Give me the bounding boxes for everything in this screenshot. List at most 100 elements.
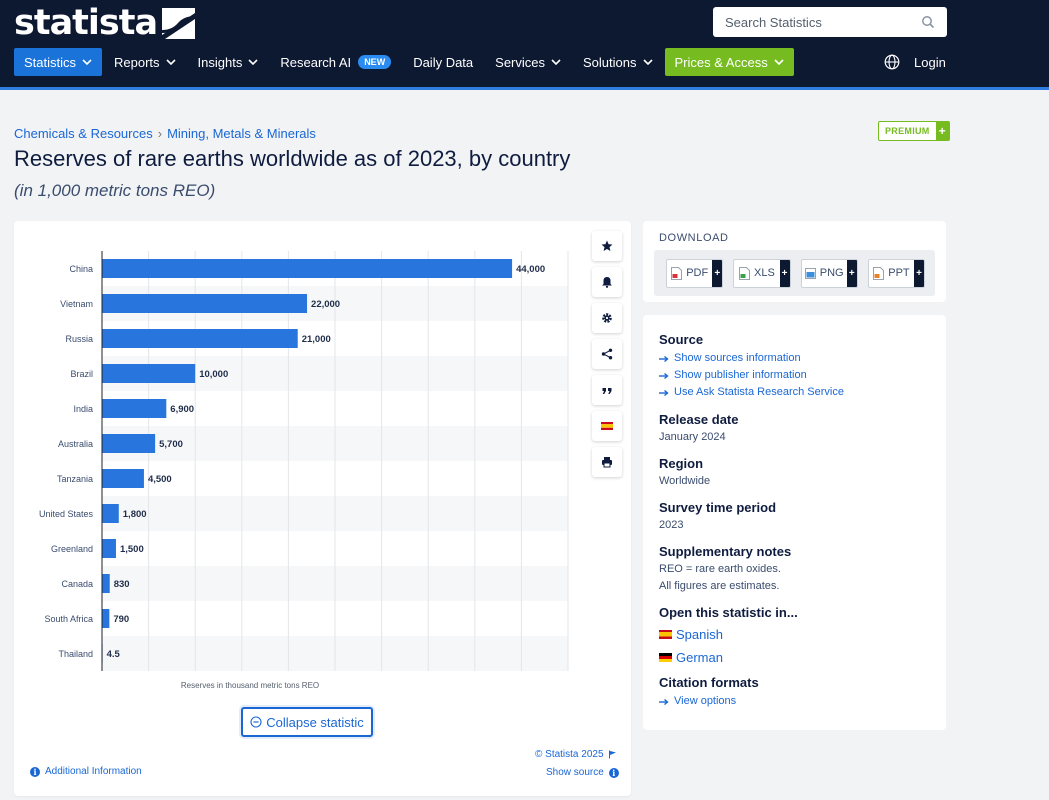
show-source-link[interactable]: Show source i bbox=[546, 767, 619, 778]
survey-title: Survey time period bbox=[659, 500, 777, 515]
nav-label: Solutions bbox=[583, 54, 637, 70]
download-ppt-button[interactable]: PPT + bbox=[867, 258, 925, 288]
region-title: Region bbox=[659, 456, 704, 471]
bar bbox=[102, 434, 156, 453]
nav-services[interactable]: Services bbox=[485, 48, 571, 76]
nav-solutions[interactable]: Solutions bbox=[573, 48, 662, 76]
download-xls-button[interactable]: XLS + bbox=[733, 258, 791, 288]
nav-insights[interactable]: Insights bbox=[188, 48, 269, 76]
png-file-icon bbox=[804, 267, 816, 279]
data-label: 21,000 bbox=[302, 334, 331, 345]
nav-statistics[interactable]: Statistics bbox=[14, 48, 103, 76]
download-png-button[interactable]: PNG + bbox=[800, 258, 858, 288]
premium-plus: + bbox=[935, 122, 949, 140]
logo-mark-icon bbox=[162, 7, 196, 39]
research-service-link[interactable]: Use Ask Statista Research Service bbox=[659, 384, 930, 401]
premium-label: PREMIUM bbox=[885, 126, 930, 136]
open-in-german-link[interactable]: German bbox=[659, 646, 930, 669]
nav-research-ai[interactable]: Research AI NEW bbox=[270, 48, 401, 76]
region-section: Region Worldwide bbox=[659, 456, 930, 489]
download-title: DOWNLOAD bbox=[659, 232, 729, 244]
data-label: 4.5 bbox=[107, 649, 121, 660]
additional-info-label: Additional Information bbox=[45, 766, 142, 777]
breadcrumb-separator: › bbox=[157, 126, 163, 141]
release-title: Release date bbox=[659, 412, 739, 427]
download-pdf-button[interactable]: PDF + bbox=[666, 258, 724, 288]
show-sources-link[interactable]: Show sources information bbox=[659, 350, 930, 367]
bar bbox=[102, 399, 167, 418]
source-title: Source bbox=[659, 332, 704, 347]
cite-button[interactable] bbox=[592, 375, 622, 405]
plus-label: + bbox=[846, 259, 857, 287]
share-button[interactable] bbox=[592, 339, 622, 369]
info-icon: i bbox=[608, 767, 619, 778]
open-in-section: Open this statistic in... Spanish German bbox=[659, 605, 930, 669]
bar bbox=[102, 539, 116, 558]
data-label: 6,900 bbox=[170, 404, 194, 415]
category-label: China bbox=[69, 264, 93, 274]
category-label: India bbox=[73, 404, 93, 414]
search-icon[interactable] bbox=[921, 15, 935, 29]
format-label: XLS bbox=[754, 267, 775, 279]
open-in-title: Open this statistic in... bbox=[659, 605, 798, 620]
nav-daily-data[interactable]: Daily Data bbox=[403, 48, 483, 76]
release-section: Release date January 2024 bbox=[659, 412, 930, 445]
data-label: 10,000 bbox=[199, 369, 228, 380]
notes-title: Supplementary notes bbox=[659, 544, 792, 559]
data-label: 830 bbox=[114, 579, 130, 590]
arrow-right-icon bbox=[659, 355, 669, 362]
survey-section: Survey time period 2023 bbox=[659, 500, 930, 533]
top-header: statista Search Statistics Statistics Re… bbox=[0, 0, 1049, 87]
data-label: 790 bbox=[113, 614, 129, 625]
search-input[interactable]: Search Statistics bbox=[725, 14, 822, 30]
breadcrumb-item[interactable]: Chemicals & Resources bbox=[14, 126, 153, 141]
bar bbox=[102, 329, 298, 348]
statista-logo[interactable]: statista bbox=[14, 6, 196, 41]
nav-label: Statistics bbox=[24, 54, 77, 70]
star-icon bbox=[601, 240, 613, 251]
view-options-link[interactable]: View options bbox=[659, 693, 930, 710]
premium-badge[interactable]: PREMIUM + bbox=[878, 121, 950, 141]
collapse-statistic-button[interactable]: Collapse statistic bbox=[241, 707, 373, 737]
breadcrumb-item[interactable]: Mining, Metals & Minerals bbox=[167, 126, 316, 141]
chevron-down-icon bbox=[82, 59, 92, 65]
login-button[interactable]: Login bbox=[884, 52, 946, 72]
category-label: Russia bbox=[65, 334, 93, 344]
bell-icon bbox=[602, 277, 612, 288]
format-label: PNG bbox=[819, 267, 844, 279]
minus-circle-icon bbox=[250, 716, 262, 728]
favorite-button[interactable] bbox=[592, 231, 622, 261]
chevron-down-icon bbox=[165, 59, 176, 65]
arrow-right-icon bbox=[659, 372, 669, 379]
category-label: Thailand bbox=[58, 649, 93, 659]
language-button[interactable] bbox=[592, 411, 622, 441]
chevron-down-icon bbox=[551, 59, 561, 65]
link-label: Show publisher information bbox=[674, 369, 807, 381]
chevron-down-icon bbox=[248, 59, 258, 65]
globe-icon[interactable] bbox=[884, 54, 900, 70]
page-title: Reserves of rare earths worldwide as of … bbox=[14, 146, 571, 171]
survey-value: 2023 bbox=[659, 519, 684, 531]
print-button[interactable] bbox=[592, 447, 622, 477]
arrow-right-icon bbox=[659, 698, 669, 705]
login-label[interactable]: Login bbox=[914, 54, 946, 70]
chevron-down-icon bbox=[774, 59, 784, 65]
bar bbox=[102, 294, 308, 313]
data-label: 1,500 bbox=[120, 544, 144, 555]
spain-flag-icon bbox=[601, 422, 613, 430]
show-publisher-link[interactable]: Show publisher information bbox=[659, 367, 930, 384]
search-box[interactable]: Search Statistics bbox=[713, 7, 947, 37]
data-label: 4,500 bbox=[148, 474, 172, 485]
show-source-label: Show source bbox=[546, 767, 604, 778]
settings-button[interactable] bbox=[592, 303, 622, 333]
nav-label: Services bbox=[495, 54, 546, 70]
data-label: 44,000 bbox=[516, 264, 545, 275]
notification-button[interactable] bbox=[592, 267, 622, 297]
nav-prices-access[interactable]: Prices & Access bbox=[664, 48, 794, 76]
additional-information-link[interactable]: i Additional Information bbox=[30, 766, 142, 777]
nav-reports[interactable]: Reports bbox=[104, 48, 186, 76]
category-label: Brazil bbox=[70, 369, 93, 379]
copyright-link[interactable]: © Statista 2025 bbox=[535, 749, 617, 760]
open-in-spanish-link[interactable]: Spanish bbox=[659, 623, 930, 646]
citation-section: Citation formats View options bbox=[659, 675, 930, 710]
